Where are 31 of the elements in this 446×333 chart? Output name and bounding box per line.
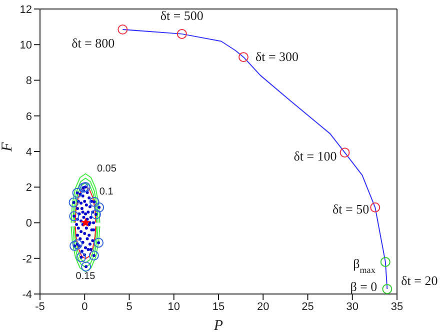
y-tick-label: 10 (20, 40, 32, 52)
x-tick-label: 0 (82, 300, 88, 313)
x-tick-label: 25 (302, 300, 314, 313)
annotation: 0.15 (76, 270, 96, 282)
y-axis-title: F (0, 142, 16, 152)
x-tick-label: 10 (168, 300, 180, 313)
y-tick-label: 2 (26, 182, 32, 194)
x-tick-label: 30 (346, 300, 358, 313)
annotation: β = 0 (350, 279, 378, 294)
y-tick-label: 12 (20, 4, 32, 16)
y-tick-label: 8 (26, 75, 32, 88)
annotation: δt = 20 (401, 273, 438, 288)
y-tick-label: 4 (26, 146, 32, 158)
annotation: δt = 500 (160, 8, 204, 23)
x-tick-label: 5 (126, 300, 132, 313)
x-tick-label: 15 (212, 300, 225, 313)
annotation: 0.1 (99, 186, 114, 198)
annotation: δt = 800 (72, 35, 115, 50)
y-tick-label: -2 (22, 253, 32, 266)
y-tick-label: -4 (22, 288, 32, 301)
y-tick-label: 6 (26, 110, 32, 123)
x-tick-label: -5 (35, 300, 45, 313)
x-tick-label: 20 (257, 300, 270, 313)
annotation: 0.05 (96, 164, 117, 175)
annotation: δt = 100 (294, 148, 337, 164)
annotation: δt = 50 (332, 201, 370, 216)
x-axis-title: P (212, 318, 224, 333)
annotation: δt = 300 (255, 49, 299, 64)
x-tick-label: 35 (390, 300, 404, 313)
annotation: β$_{max}$ (353, 256, 376, 275)
y-tick-label: 0 (26, 218, 32, 230)
